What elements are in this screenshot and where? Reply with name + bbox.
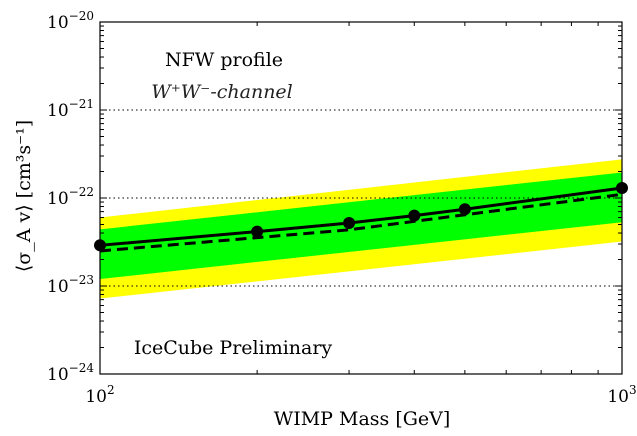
y-axis-title: ⟨σ_A v⟩ [cm³s⁻¹] bbox=[13, 120, 35, 272]
annotation-preliminary: IceCube Preliminary bbox=[134, 337, 333, 359]
y-tick-label: 10−24 bbox=[47, 361, 94, 385]
data-point bbox=[251, 225, 264, 238]
x-tick-label: 103 bbox=[607, 383, 636, 407]
median-limit-line bbox=[99, 186, 623, 247]
annotation-channel: W⁺W⁻-channel bbox=[151, 81, 293, 103]
y-tick-label: 10−23 bbox=[47, 273, 94, 297]
data-point bbox=[458, 203, 471, 216]
y-tick-label: 10−21 bbox=[47, 97, 94, 121]
gridlines bbox=[100, 109, 622, 287]
band-1sigma bbox=[100, 172, 622, 280]
data-point bbox=[408, 209, 421, 222]
axis-ticks bbox=[99, 21, 623, 375]
x-axis-title: WIMP Mass [GeV] bbox=[274, 408, 451, 430]
x-tick-label: 102 bbox=[85, 383, 114, 407]
data-point bbox=[343, 216, 356, 229]
y-tick-label: 10−22 bbox=[47, 185, 94, 209]
tick-labels: 102 103 10−24 10−23 10−22 10−21 10−20 bbox=[47, 9, 637, 407]
observed-limit-line bbox=[99, 192, 623, 253]
y-tick-label: 10−20 bbox=[47, 9, 94, 33]
annotation-profile: NFW profile bbox=[165, 49, 283, 71]
